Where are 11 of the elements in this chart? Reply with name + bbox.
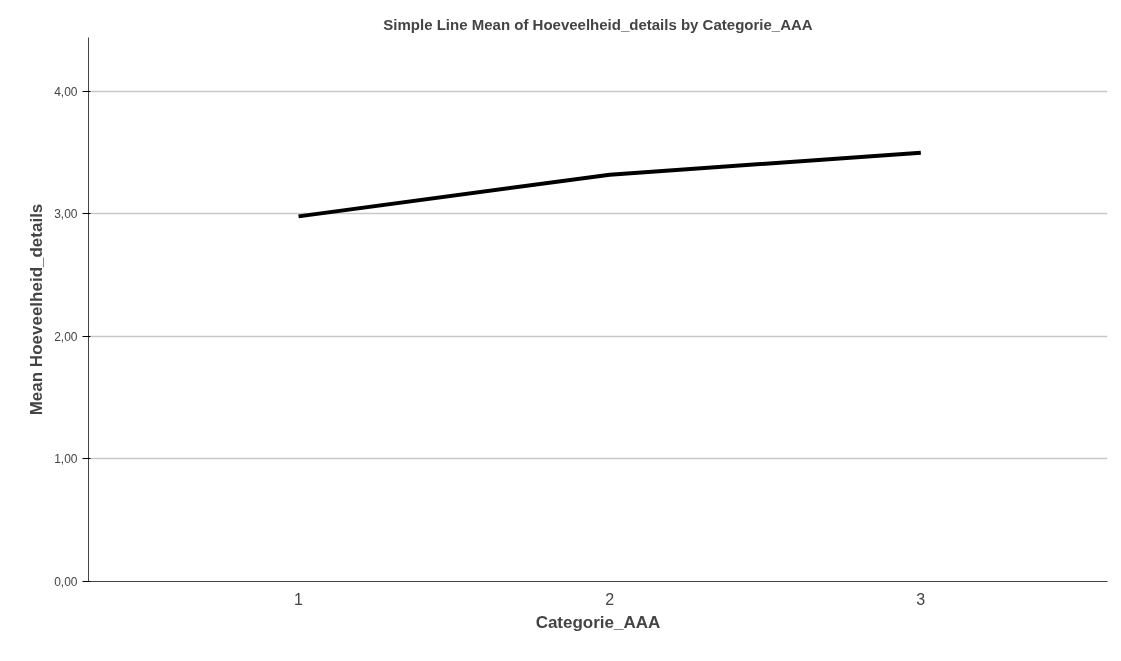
x-tick-label: 1	[294, 590, 304, 608]
y-tick-label: 2,00	[54, 329, 78, 344]
y-tick-label: 4,00	[54, 84, 78, 99]
y-tick-label: 1,00	[54, 452, 78, 467]
x-tick-label: 2	[605, 590, 615, 608]
chart-title: Simple Line Mean of Hoeveelheid_details by Categorie_AAA	[383, 15, 813, 33]
x-axis-title: Categorie_AAA	[535, 612, 661, 632]
y-tick-label: 3,00	[54, 207, 78, 222]
y-tick-label: 0,00	[54, 575, 78, 589]
x-tick-label: 3	[916, 590, 926, 608]
y-axis-title: Mean Hoeveelheid_details	[27, 203, 47, 416]
